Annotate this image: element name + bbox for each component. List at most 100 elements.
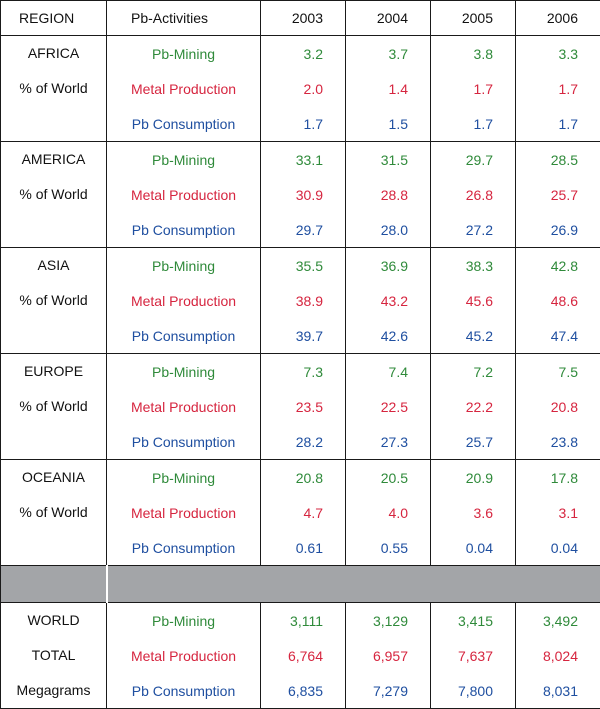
region-label: % of World	[1, 283, 106, 318]
value-cell: 28.8	[346, 177, 431, 212]
value-cell: 20.5	[346, 460, 431, 496]
value-cell: 1.4	[346, 71, 431, 106]
value-cell: 38.3	[431, 248, 516, 284]
value-cell: 6,764	[261, 638, 346, 673]
value-cell: 1.7	[516, 71, 600, 106]
region-cell: EUROPE% of World	[1, 354, 107, 460]
activity-label: Metal Production	[107, 283, 261, 318]
value-cell: 25.7	[431, 424, 516, 460]
value-cell: 3.8	[431, 36, 516, 72]
year-header: 2006	[516, 1, 600, 36]
value-cell: 6,957	[346, 638, 431, 673]
region-label: % of World	[1, 177, 106, 212]
separator-cell	[107, 566, 600, 603]
value-cell: 20.8	[516, 389, 600, 424]
value-cell: 35.5	[261, 248, 346, 284]
value-cell: 23.5	[261, 389, 346, 424]
activity-label: Pb Consumption	[107, 212, 261, 248]
activity-label: Pb-Mining	[107, 248, 261, 284]
activity-label: Pb-Mining	[107, 460, 261, 496]
activity-label: Metal Production	[107, 71, 261, 106]
region-label: AFRICA	[1, 36, 106, 71]
activity-label: Metal Production	[107, 389, 261, 424]
value-cell: 0.04	[431, 530, 516, 566]
region-cell: AFRICA% of World	[1, 36, 107, 142]
value-cell: 7,800	[431, 673, 516, 709]
value-cell: 1.7	[516, 106, 600, 142]
value-cell: 3.1	[516, 495, 600, 530]
value-cell: 29.7	[431, 142, 516, 178]
region-label: % of World	[1, 389, 106, 424]
activity-label: Metal Production	[107, 495, 261, 530]
region-cell: OCEANIA% of World	[1, 460, 107, 566]
value-cell: 43.2	[346, 283, 431, 318]
value-cell: 1.7	[261, 106, 346, 142]
region-label: ASIA	[1, 248, 106, 283]
value-cell: 3.7	[346, 36, 431, 72]
value-cell: 3.2	[261, 36, 346, 72]
value-cell: 22.2	[431, 389, 516, 424]
value-cell: 17.8	[516, 460, 600, 496]
value-cell: 2.0	[261, 71, 346, 106]
value-cell: 7,637	[431, 638, 516, 673]
value-cell: 1.7	[431, 71, 516, 106]
value-cell: 29.7	[261, 212, 346, 248]
activity-label: Pb-Mining	[107, 354, 261, 390]
value-cell: 3,492	[516, 603, 600, 639]
year-header: 2004	[346, 1, 431, 36]
region-label: % of World	[1, 495, 106, 530]
value-cell: 45.6	[431, 283, 516, 318]
separator-row	[1, 566, 600, 603]
value-cell: 38.9	[261, 283, 346, 318]
region-label: Megagrams	[1, 673, 106, 708]
value-cell: 7.5	[516, 354, 600, 390]
value-cell: 3,415	[431, 603, 516, 639]
value-cell: 3,111	[261, 603, 346, 639]
value-cell: 0.55	[346, 530, 431, 566]
value-cell: 28.2	[261, 424, 346, 460]
activity-label: Pb Consumption	[107, 318, 261, 354]
value-cell: 25.7	[516, 177, 600, 212]
value-cell: 7.2	[431, 354, 516, 390]
value-cell: 47.4	[516, 318, 600, 354]
value-cell: 0.04	[516, 530, 600, 566]
value-cell: 48.6	[516, 283, 600, 318]
value-cell: 26.8	[431, 177, 516, 212]
region-label: OCEANIA	[1, 460, 106, 495]
value-cell: 7,279	[346, 673, 431, 709]
value-cell: 4.7	[261, 495, 346, 530]
value-cell: 20.9	[431, 460, 516, 496]
region-header: REGION	[1, 1, 107, 36]
activity-label: Pb Consumption	[107, 673, 261, 709]
region-cell: AMERICA% of World	[1, 142, 107, 248]
year-header: 2003	[261, 1, 346, 36]
value-cell: 45.2	[431, 318, 516, 354]
value-cell: 28.5	[516, 142, 600, 178]
value-cell: 31.5	[346, 142, 431, 178]
activity-label: Pb Consumption	[107, 530, 261, 566]
value-cell: 39.7	[261, 318, 346, 354]
region-label: WORLD	[1, 603, 106, 638]
value-cell: 3,129	[346, 603, 431, 639]
activity-label: Pb Consumption	[107, 106, 261, 142]
value-cell: 27.3	[346, 424, 431, 460]
value-cell: 27.2	[431, 212, 516, 248]
value-cell: 28.0	[346, 212, 431, 248]
activity-label: Pb-Mining	[107, 36, 261, 72]
region-label: EUROPE	[1, 354, 106, 389]
value-cell: 7.3	[261, 354, 346, 390]
region-label: % of World	[1, 71, 106, 106]
value-cell: 3.3	[516, 36, 600, 72]
value-cell: 8,031	[516, 673, 600, 709]
activity-label: Pb-Mining	[107, 603, 261, 639]
value-cell: 0.61	[261, 530, 346, 566]
activity-label: Pb Consumption	[107, 424, 261, 460]
separator-cell	[1, 566, 107, 603]
value-cell: 3.6	[431, 495, 516, 530]
